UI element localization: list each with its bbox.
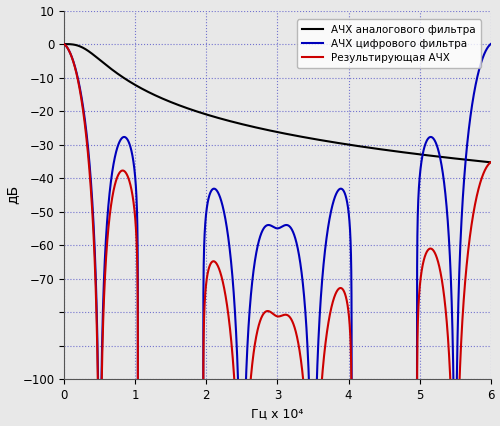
Y-axis label: дБ: дБ: [6, 185, 20, 204]
X-axis label: Гц x 10⁴: Гц x 10⁴: [252, 407, 304, 420]
Legend: АЧХ аналогового фильтра, АЧХ цифрового фильтра, Результирующая АЧХ: АЧХ аналогового фильтра, АЧХ цифрового ф…: [297, 20, 481, 68]
